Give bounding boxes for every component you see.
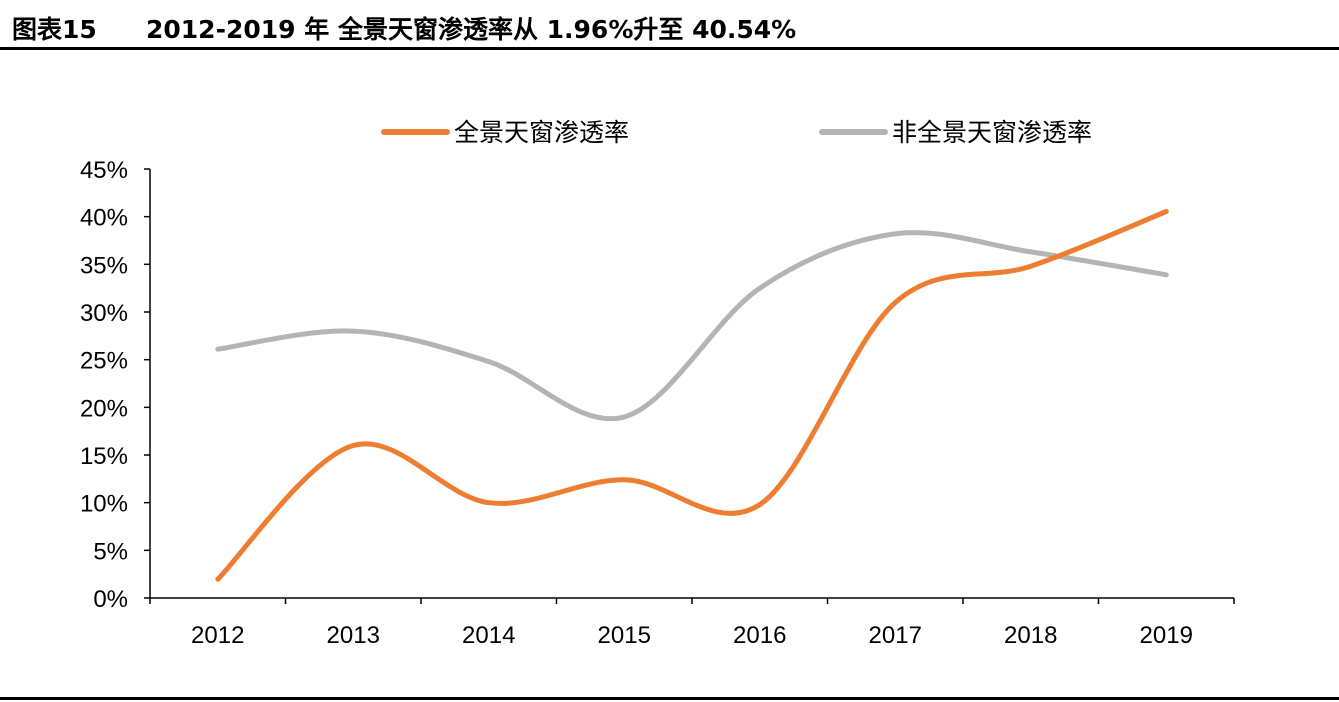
x-tick-label: 2018 [1004, 622, 1057, 649]
y-tick-label: 40% [80, 205, 128, 232]
legend-label: 全景天窗渗透率 [454, 118, 629, 147]
figure-number: 图表15 [12, 15, 97, 44]
top-rule [0, 47, 1339, 50]
x-tick-label: 2019 [1140, 622, 1193, 649]
bottom-rule [0, 697, 1339, 700]
legend-label: 非全景天窗渗透率 [892, 118, 1092, 147]
y-tick-label: 35% [80, 252, 128, 279]
x-tick-label: 2013 [327, 622, 380, 649]
figure-header: 图表15 2012-2019 年 全景天窗渗透率从 1.96%升至 40.54% [0, 0, 1339, 48]
series-line-1 [215, 209, 1169, 582]
y-tick-label: 25% [80, 348, 128, 375]
series-line-2 [215, 230, 1169, 422]
figure-title: 2012-2019 年 全景天窗渗透率从 1.96%升至 40.54% [146, 15, 797, 44]
y-tick-label: 0% [93, 586, 128, 613]
x-tick-label: 2012 [191, 622, 244, 649]
y-tick-label: 30% [80, 300, 128, 327]
x-tick-label: 2017 [869, 622, 922, 649]
y-tick-label: 5% [93, 538, 128, 565]
x-tick-label: 2014 [462, 622, 515, 649]
series-lines [215, 209, 1169, 582]
chart-legend: 全景天窗渗透率 非全景天窗渗透率 [381, 118, 1092, 147]
y-tick-label: 45% [80, 157, 128, 184]
y-tick-label: 20% [80, 395, 128, 422]
x-tick-label: 2016 [733, 622, 786, 649]
y-tick-label: 10% [80, 491, 128, 518]
x-axis: 2012 2013 2014 2015 2016 2017 2018 2019 [149, 597, 1235, 649]
y-tick-label: 15% [80, 443, 128, 470]
x-tick-label: 2015 [598, 622, 651, 649]
y-axis: 0% 5% 10% 15% 20% 25% 30% 35% 40% 45% [80, 157, 151, 613]
